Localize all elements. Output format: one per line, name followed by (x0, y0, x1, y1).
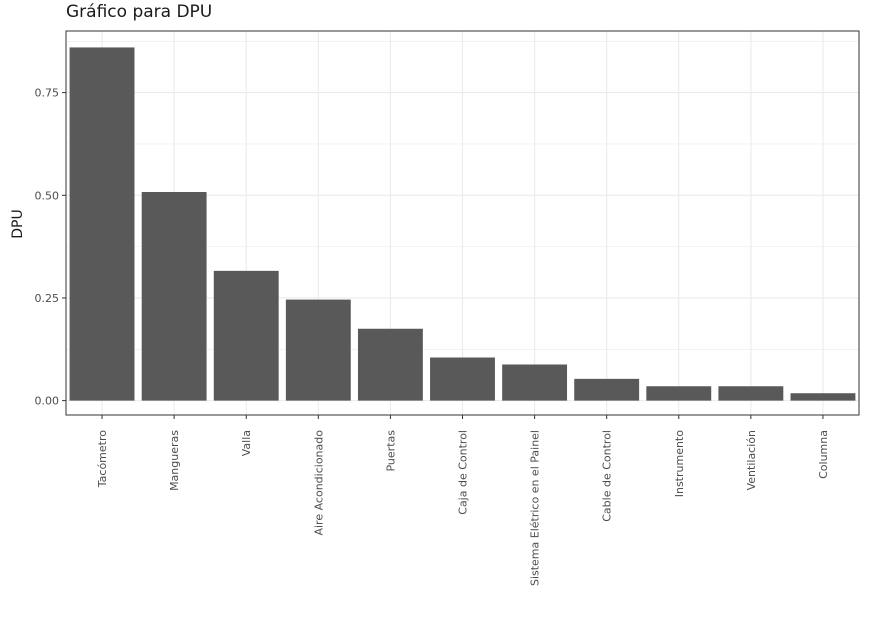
bar (213, 270, 279, 401)
bar (502, 364, 568, 401)
y-axis-title: DPU (10, 209, 26, 238)
bar (646, 386, 712, 401)
x-tick-label: Caja de Control (457, 430, 470, 515)
x-tick-label: Sistema Elétrico en el Painel (529, 430, 542, 586)
y-tick-label: 0.00 (35, 395, 60, 408)
x-tick-label: Instrumento (673, 430, 686, 498)
y-tick-label: 0.25 (35, 292, 60, 305)
x-tick-label: Tacómetro (96, 430, 109, 488)
x-tick-label: Ventilación (745, 430, 758, 490)
bar (285, 299, 351, 401)
y-tick-label: 0.75 (35, 87, 60, 100)
x-tick-label: Mangueras (168, 430, 181, 491)
chart-title: Gráfico para DPU (66, 2, 212, 22)
x-tick-label: Cable de Control (601, 430, 614, 522)
x-tick-label: Valla (240, 430, 253, 456)
y-axis: 0.00 0.25 0.50 0.75 (35, 87, 66, 408)
bar (69, 47, 135, 401)
bars (69, 47, 856, 401)
bar (430, 357, 495, 401)
bar (141, 191, 207, 401)
bar (718, 386, 784, 401)
bar (790, 393, 856, 401)
x-tick-label: Puertas (384, 430, 397, 472)
x-axis: Tacómetro Mangueras Valla Aire Acondicionad… (96, 415, 830, 586)
bar (574, 378, 640, 401)
bar (357, 328, 423, 401)
y-tick-label: 0.50 (35, 189, 60, 202)
x-tick-label: Columna (817, 430, 830, 479)
x-tick-label: Aire Acondicionado (312, 430, 325, 536)
